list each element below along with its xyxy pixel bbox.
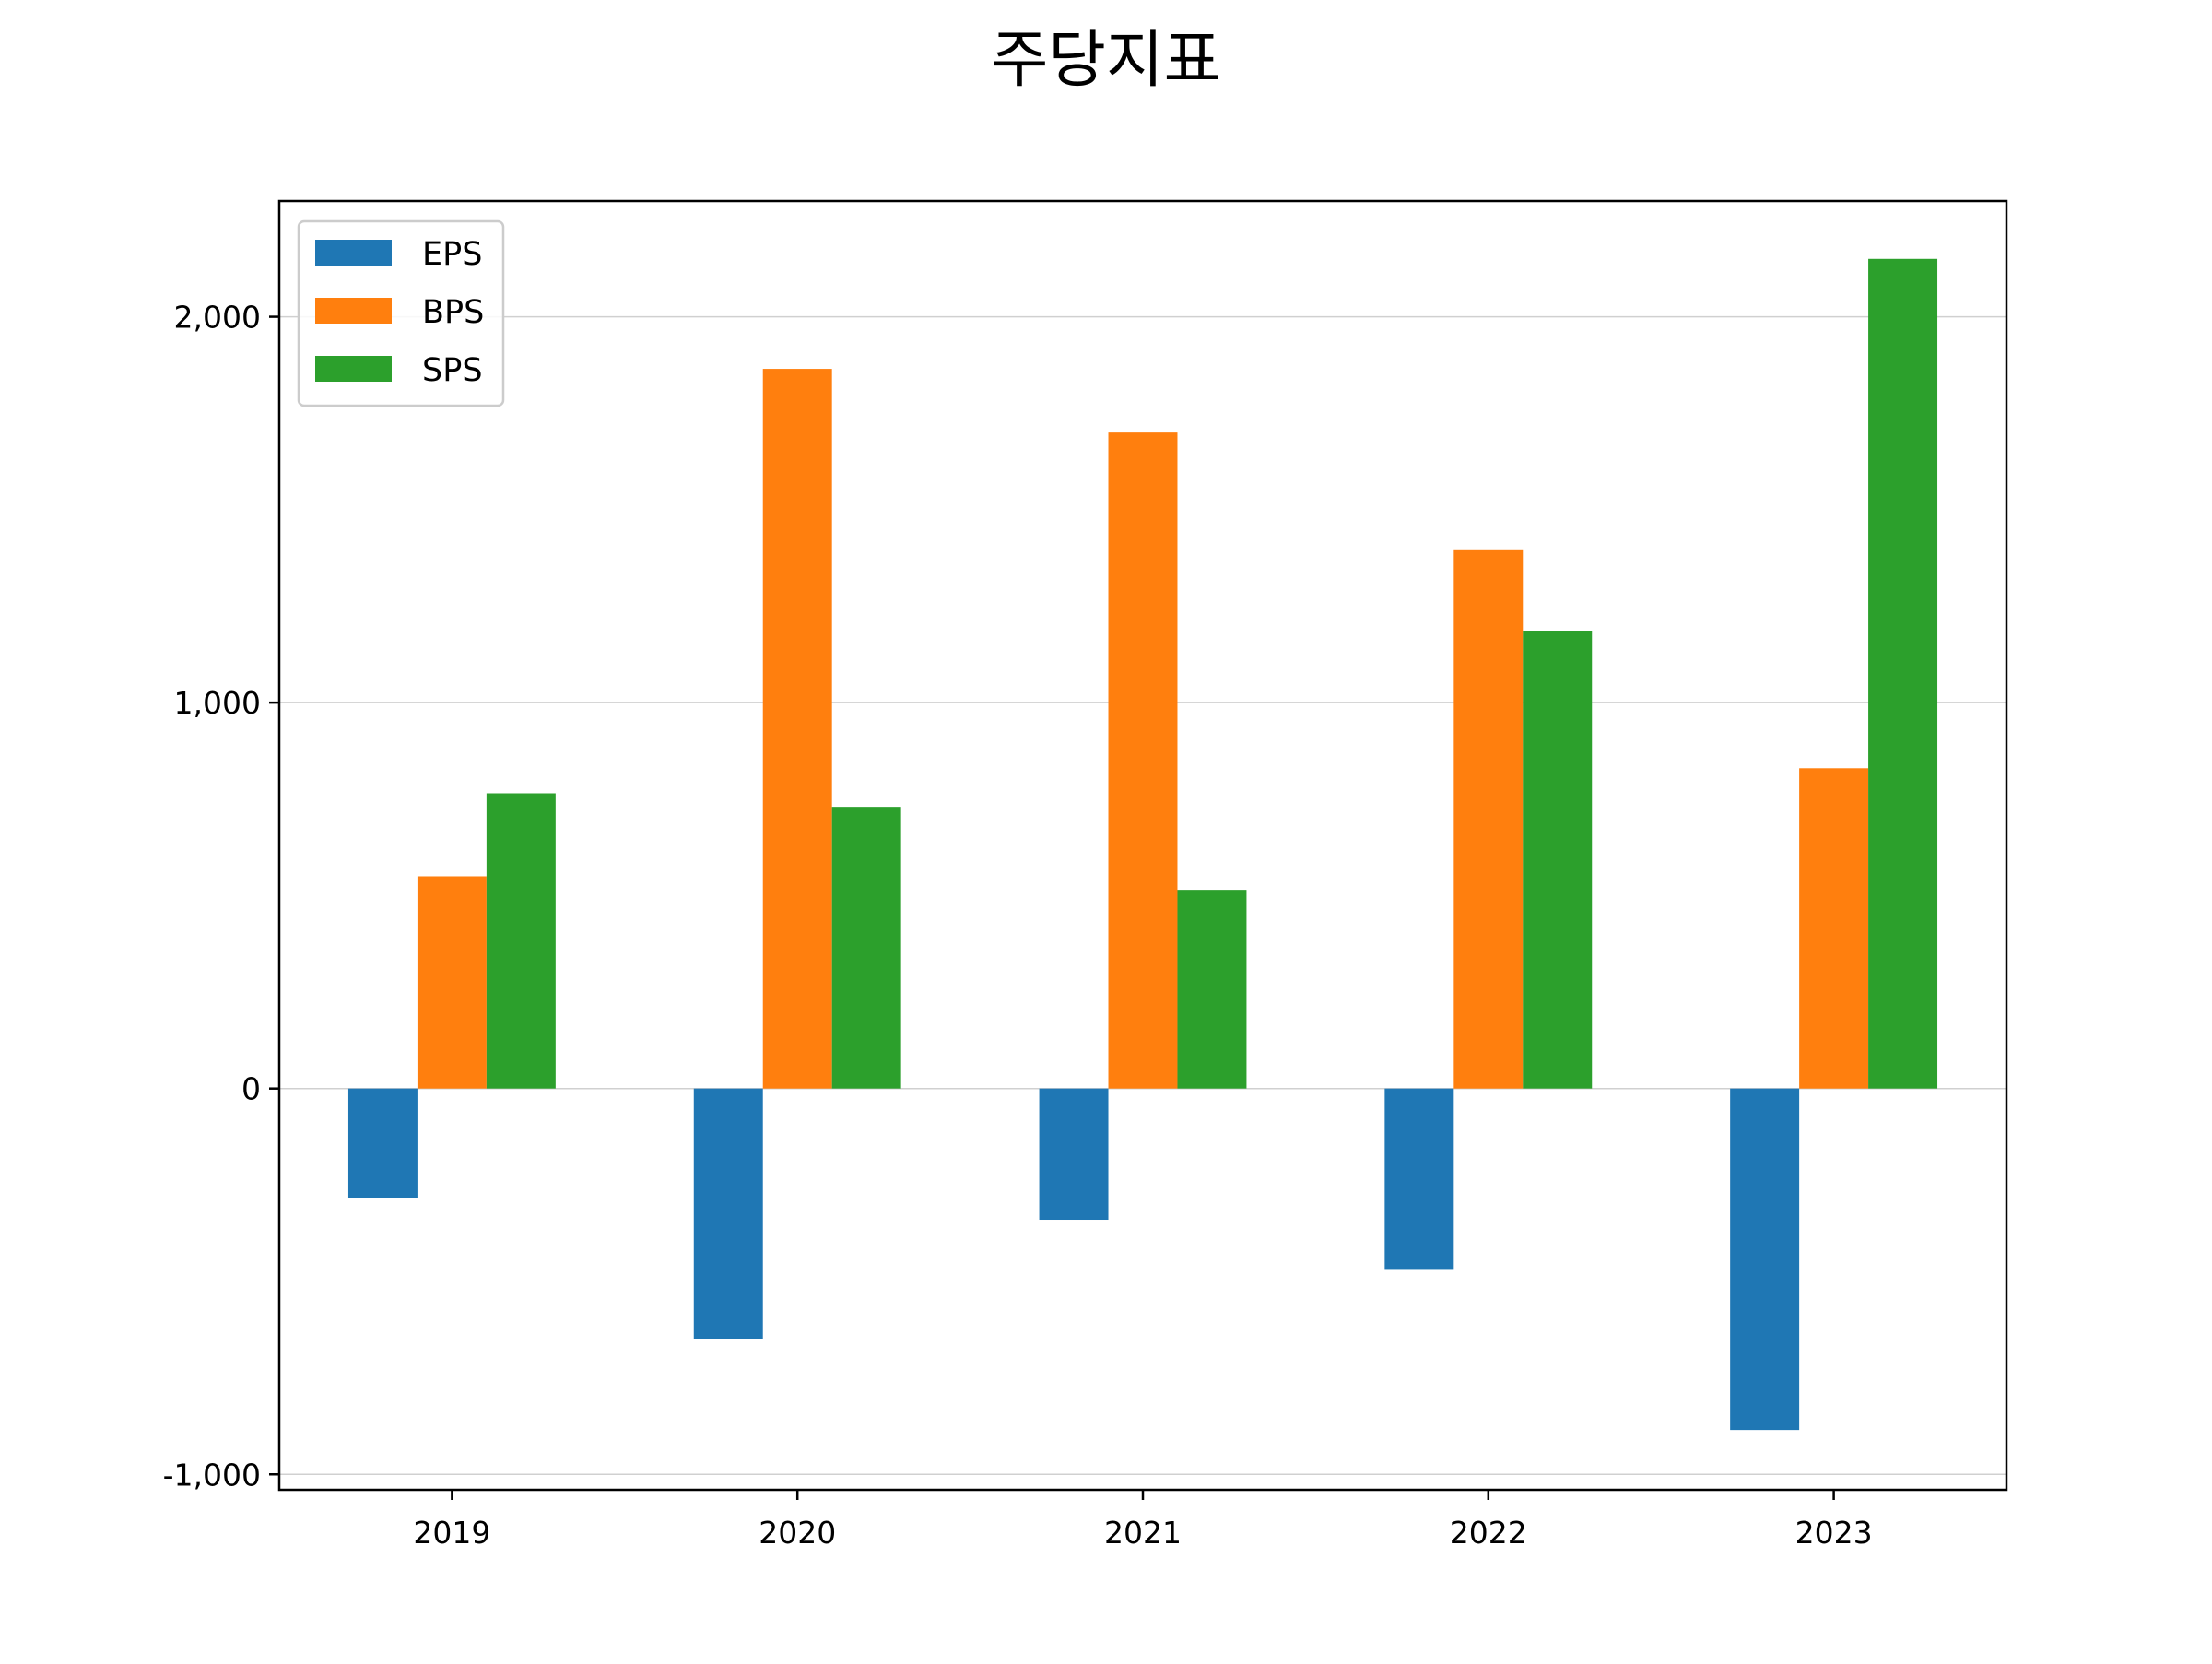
legend-label-sps: SPS: [422, 352, 483, 389]
y-tick-label: 2,000: [174, 300, 261, 336]
bar-sps-2020: [831, 807, 901, 1089]
y-tick-label: 0: [241, 1071, 261, 1107]
bar-eps-2023: [1730, 1088, 1800, 1431]
x-tick-label: 2023: [1795, 1515, 1873, 1551]
bars: [347, 258, 1938, 1431]
bar-bps-2019: [417, 876, 487, 1089]
bar-sps-2023: [1868, 258, 1938, 1089]
x-tick-label: 2022: [1450, 1515, 1527, 1551]
bar-eps-2021: [1039, 1088, 1109, 1221]
x-tick-label: 2019: [413, 1515, 490, 1551]
legend-swatch-sps: [315, 356, 392, 382]
bar-bps-2022: [1453, 549, 1524, 1089]
axes: -1,000 0 1,000 2,000 2019 2020 2021 2022 2023: [163, 199, 2008, 1551]
y-tick-label: -1,000: [163, 1457, 261, 1493]
legend: EPS BPS SPS: [297, 219, 505, 407]
bar-bps-2020: [762, 369, 832, 1089]
bar-eps-2020: [693, 1088, 763, 1339]
chart-title: 주당지표: [991, 24, 1221, 97]
bar-eps-2022: [1384, 1088, 1454, 1270]
y-tick-label: 1,000: [174, 685, 261, 721]
bar-sps-2021: [1177, 890, 1247, 1089]
legend-label-eps: EPS: [422, 236, 482, 273]
legend-swatch-eps: [315, 240, 392, 266]
bar-eps-2019: [347, 1088, 418, 1198]
bar-sps-2019: [486, 793, 556, 1089]
x-tick-label: 2021: [1104, 1515, 1182, 1551]
bar-bps-2023: [1799, 768, 1869, 1089]
x-tick-label: 2020: [759, 1515, 836, 1551]
bar-bps-2021: [1108, 432, 1178, 1089]
legend-swatch-bps: [315, 298, 392, 324]
legend-label-bps: BPS: [422, 294, 484, 331]
bar-sps-2022: [1523, 631, 1593, 1089]
